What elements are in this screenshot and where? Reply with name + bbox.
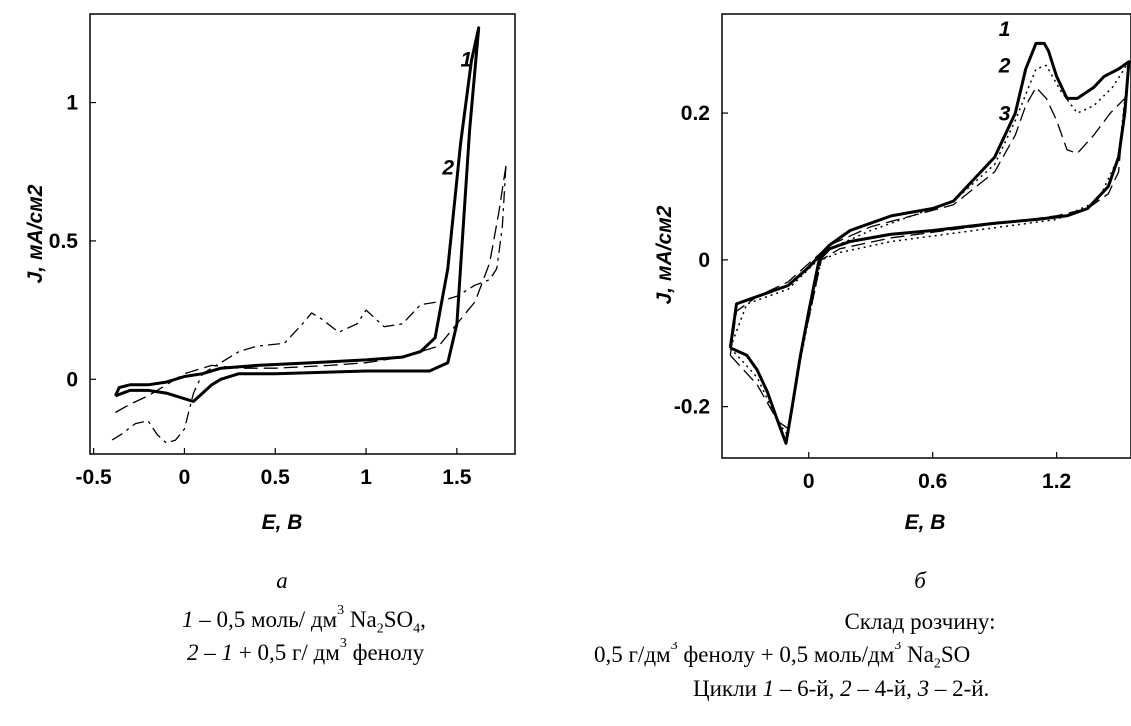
caption-a-line2-rest: + 0,5 г/ дм bbox=[233, 640, 340, 665]
chart-a-xtick-label: 0 bbox=[179, 466, 191, 489]
chart-b-curve-label-2: 2 bbox=[998, 55, 1011, 78]
chart-b-ytick-label: -0.2 bbox=[674, 396, 710, 419]
chart-a-curve-label-2: 2 bbox=[441, 157, 454, 180]
chart-b-series-2-dotted-line bbox=[729, 60, 1130, 437]
caption-a-line1: 1 – 0,5 моль/ дм3 Na2SO4, bbox=[182, 603, 426, 638]
chart-a-plot: -0.5 0 0.5 1 1.500.51 12 E, B J, мА/см2 bbox=[24, 13, 516, 534]
caption-a-line1-mid: Na bbox=[344, 607, 377, 632]
chart-a-ytick-label: 1 bbox=[66, 92, 78, 115]
caption-b-line3-c: – 4-й, bbox=[851, 676, 918, 701]
chart-b-ytick-label: 0.2 bbox=[681, 102, 710, 125]
chart-b-curve-labels: 1 2 3 bbox=[998, 18, 1011, 125]
caption-a-line1-end: , bbox=[420, 607, 426, 632]
chart-a-series-2-dashdot-line bbox=[111, 166, 507, 444]
chart-a-series-group bbox=[111, 26, 507, 444]
chart-b-ytick-label: 0 bbox=[698, 249, 710, 272]
chart-b-frame bbox=[721, 13, 1131, 459]
caption-b-line2-sub1: 2 bbox=[933, 656, 941, 672]
chart-a-curve-label-1: 1 bbox=[461, 49, 473, 72]
chart-a-ylabel: J, мА/см2 bbox=[24, 184, 47, 283]
caption-a-line2-num: 2 bbox=[187, 640, 199, 665]
caption-a-line1-so: SO bbox=[383, 607, 414, 632]
caption-a-line2-sup: 3 bbox=[339, 636, 347, 651]
caption-b-line3-a: Цикли bbox=[693, 676, 763, 701]
chart-b-xtick-label: 1.2 bbox=[1042, 470, 1071, 493]
caption-a-line1-sub2: 4 bbox=[413, 621, 421, 637]
caption-b-line2-b: фенолу + 0,5 моль/дм bbox=[677, 642, 895, 667]
caption-a-line2: 2 – 1 + 0,5 г/ дм3 фенолу bbox=[187, 636, 424, 666]
caption-b-line3: Цикли 1 – 6-й, 2 – 4-й, 3 – 2-й. bbox=[693, 676, 1013, 702]
chart-b-curve-label-1: 1 bbox=[999, 18, 1011, 41]
caption-a-line2-end: фенолу bbox=[346, 640, 425, 665]
chart-a-series-1-solid-line bbox=[114, 26, 481, 403]
chart-b-series-3-dashed-line bbox=[729, 86, 1126, 430]
chart-a-frame bbox=[89, 13, 516, 455]
caption-b-letter: б bbox=[914, 568, 926, 593]
chart-a-xlabel: E, B bbox=[262, 511, 303, 534]
caption-b-line2-a: 0,5 г/дм bbox=[594, 642, 671, 667]
chart-b-series-1-solid-line bbox=[728, 41, 1131, 445]
chart-a-series-2-dashed-line bbox=[115, 166, 507, 414]
chart-a-ytick-label: 0 bbox=[66, 368, 78, 391]
chart-a-xtick-label: 1.5 bbox=[442, 466, 472, 489]
chart-b-ticks: 0 0.6 1.2 -0.2 0 0.2 bbox=[674, 102, 1071, 493]
chart-a-ticks: -0.5 0 0.5 1 1.5 0 0.5 1 bbox=[49, 92, 472, 489]
chart-a-xtick-label: -0.5 bbox=[76, 466, 113, 489]
caption-a-line1-sub1: 2 bbox=[376, 621, 384, 637]
caption-a-line1-sup: 3 bbox=[337, 603, 345, 618]
caption-b-line3-d: – 2-й. bbox=[929, 676, 990, 701]
caption-b-line3-n3: 3 bbox=[917, 676, 930, 701]
caption-a-line2-num2: 1 bbox=[221, 640, 234, 665]
caption-b-line2: 0,5 г/дм3 фенолу + 0,5 моль/дм3 Na2SO bbox=[594, 642, 1131, 673]
caption-a-letter: а bbox=[276, 568, 288, 593]
chart-a-xtick-label: 0.5 bbox=[261, 466, 291, 489]
chart-b-xlabel: E, B bbox=[905, 511, 946, 534]
caption-b-line2-sup2: 3 bbox=[894, 642, 902, 653]
caption-a-line2-dash: – bbox=[198, 640, 222, 665]
caption-a-line1-num: 1 bbox=[182, 607, 194, 632]
caption-b-line3-n1: 1 bbox=[762, 676, 775, 701]
chart-b-ylabel: J, мА/см2 bbox=[653, 205, 676, 304]
chart-b-xtick-label: 0 bbox=[803, 470, 815, 493]
caption-b-line3-b: – 6-й, bbox=[774, 676, 841, 701]
caption-b-line2-d: SO bbox=[940, 642, 971, 667]
chart-b-plot: 0 0.6 1.2 -0.2 0 0.2 1 2 3 E, B J, мА/см2 bbox=[653, 13, 1131, 534]
chart-b-xtick-label: 0.6 bbox=[918, 470, 947, 493]
chart-a-xtick-label: 1 bbox=[360, 466, 372, 489]
chart-a-curve-labels: 12 bbox=[441, 49, 472, 180]
chart-a-ytick-label: 0.5 bbox=[49, 230, 79, 253]
chart-b-curve-label-3: 3 bbox=[999, 102, 1011, 125]
caption-b-line2-c: Na bbox=[901, 642, 934, 667]
caption-b-line2-sup1: 3 bbox=[670, 642, 678, 653]
caption-b-line3-n2: 2 bbox=[840, 676, 852, 701]
caption-a-line1-dash: – 0,5 моль/ дм bbox=[193, 607, 338, 632]
caption-b-line1: Склад розчину: bbox=[844, 609, 996, 634]
chart-b-series-group bbox=[728, 41, 1131, 445]
